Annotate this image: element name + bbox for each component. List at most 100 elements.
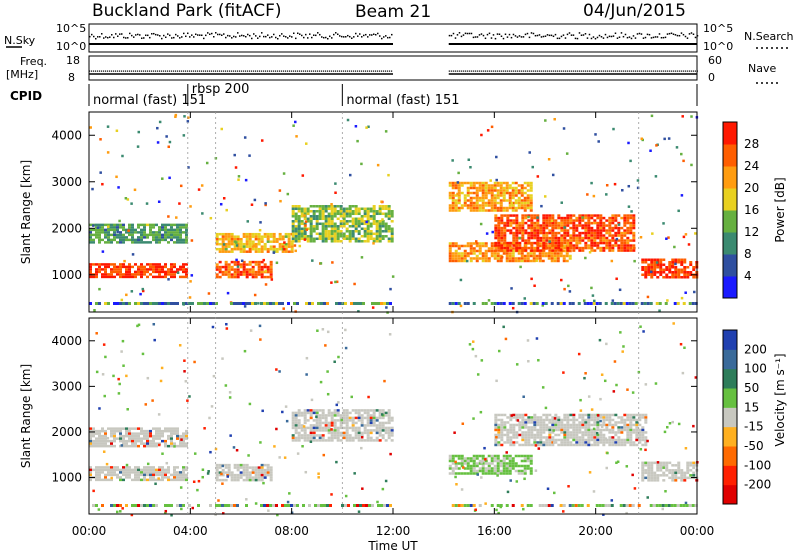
heat-cell (176, 223, 179, 227)
heat-cell (354, 416, 358, 420)
heat-cell (545, 234, 549, 237)
heat-cell (303, 426, 307, 430)
heat-cell (615, 383, 618, 387)
heat-cell (390, 434, 394, 437)
heat-cell (478, 206, 482, 210)
heat-cell (572, 431, 576, 434)
heat-cell (484, 254, 488, 258)
heat-cell (251, 265, 255, 269)
heat-cell (254, 242, 258, 246)
nave-tick-high: 60 (708, 54, 722, 67)
heat-cell (451, 257, 455, 260)
heat-cell (503, 224, 507, 227)
heat-cell (239, 473, 243, 477)
heat-cell (680, 261, 684, 264)
heat-cell (557, 246, 561, 250)
heat-cell (122, 275, 125, 279)
heat-cell (378, 416, 382, 420)
heat-cell (632, 239, 636, 242)
nave-point (514, 70, 516, 72)
heat-cell (542, 216, 546, 220)
heat-cell (623, 214, 627, 217)
heat-cell (185, 466, 188, 469)
heat-cell (137, 468, 140, 472)
heat-cell (469, 247, 473, 250)
nave-point (321, 70, 323, 72)
heat-cell (641, 258, 645, 262)
heat-cell (578, 441, 582, 444)
nsearch-label: N.Search (744, 30, 794, 43)
noise-right-tick-high: 10^5 (703, 22, 733, 35)
heat-cell (173, 427, 176, 430)
heat-cell (508, 184, 512, 187)
heat-cell (508, 186, 512, 190)
heat-cell (674, 479, 678, 482)
nave-point (353, 70, 355, 72)
heat-cell (387, 431, 391, 435)
heat-cell (257, 471, 261, 474)
heat-cell (497, 428, 501, 432)
heat-cell (506, 441, 510, 444)
heat-cell (674, 268, 678, 272)
heat-cell (530, 249, 534, 252)
heat-cell (593, 299, 596, 303)
heat-cell (644, 469, 648, 472)
heat-cell (512, 441, 516, 444)
heat-cell (668, 263, 672, 267)
heat-cell (620, 418, 624, 422)
heat-cell (520, 194, 524, 197)
nave-point (203, 70, 205, 72)
heat-cell (182, 275, 185, 279)
heat-cell (502, 186, 506, 190)
heat-cell (236, 273, 240, 276)
heat-cell (287, 245, 291, 248)
heat-cell (572, 244, 576, 247)
heat-cell (535, 337, 539, 340)
heat-cell (612, 390, 616, 393)
heat-cell (161, 476, 164, 479)
heat-cell (503, 246, 507, 250)
heat-cell (518, 433, 522, 437)
nave-point (323, 70, 325, 72)
heat-cell (357, 510, 361, 513)
heat-cell (294, 439, 298, 442)
heat-cell (324, 225, 328, 228)
heat-cell (248, 263, 252, 266)
heat-cell (674, 469, 678, 472)
heat-cell (321, 421, 325, 425)
heat-cell (110, 228, 113, 232)
nave-point (638, 70, 640, 72)
heat-cell (651, 232, 654, 235)
heat-cell (610, 499, 614, 502)
nave-point (169, 70, 171, 72)
heat-cell (384, 411, 388, 415)
heat-cell (469, 467, 473, 470)
nsearch-point (221, 34, 223, 37)
heat-cell (490, 189, 494, 192)
heat-cell (680, 474, 684, 477)
nsearch-point (275, 36, 277, 39)
heat-cell (342, 426, 346, 430)
heat-cell (554, 231, 558, 235)
heat-cell (673, 245, 676, 249)
heat-cell (254, 263, 258, 266)
heat-cell (287, 302, 290, 305)
heat-cell (497, 249, 501, 252)
heat-cell (503, 234, 507, 237)
heat-cell (336, 411, 340, 415)
heat-cell (605, 193, 608, 196)
heat-cell (459, 304, 463, 308)
heat-cell (110, 466, 113, 469)
heat-cell (542, 224, 546, 227)
heat-cell (381, 411, 385, 415)
heat-cell (315, 222, 319, 226)
heat-cell (98, 439, 101, 443)
heat-cell (345, 439, 349, 442)
heat-cell (626, 216, 630, 220)
heat-cell (103, 394, 106, 398)
heat-cell (303, 409, 307, 412)
heat-cell (117, 186, 120, 189)
nave-point (474, 70, 476, 72)
heat-cell (598, 302, 602, 305)
heat-cell (345, 434, 349, 437)
